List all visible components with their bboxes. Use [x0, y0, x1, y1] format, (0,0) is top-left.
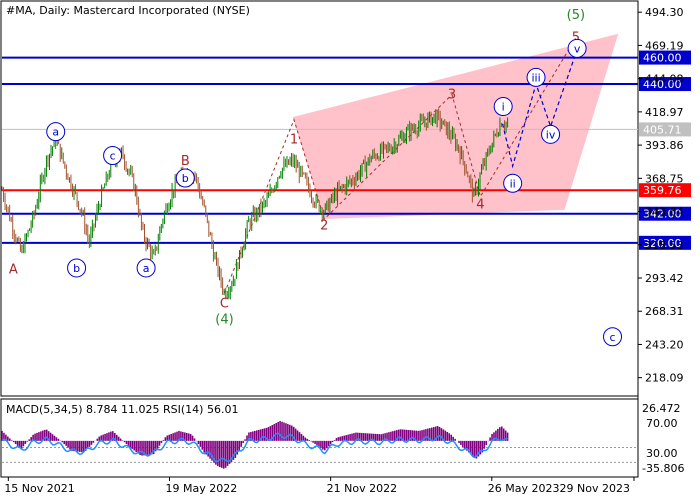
wave-label: ii: [510, 177, 516, 190]
x-tick-label: 29 Nov 2023: [560, 482, 630, 495]
level-label: 460.00: [643, 52, 682, 65]
macd-scale-bottom: -35.806: [642, 462, 684, 475]
level-tag: [639, 77, 691, 92]
level-label: 320.00: [643, 237, 682, 250]
y-tick-label: 418.97: [645, 106, 684, 119]
wave-label-circle: [175, 168, 195, 188]
chart-title: #MA, Daily: Mastercard Incorporated (NYS…: [6, 4, 250, 17]
wave-label-circle: [567, 38, 587, 58]
rsi-scale-30: 30.00: [646, 447, 678, 460]
y-tick-label: 293.42: [645, 272, 684, 285]
wave-label: (4): [215, 313, 233, 328]
y-tick-label: 368.75: [645, 172, 684, 185]
wave-label: iii: [531, 71, 540, 84]
wave-label-circle: [136, 258, 156, 278]
x-tick-label: 15 Nov 2021: [4, 482, 74, 495]
wave-label: c: [110, 149, 116, 162]
wave-label-circle: [46, 122, 66, 142]
wave-label: c: [609, 331, 615, 344]
wave-label-circle: [493, 97, 513, 117]
current-price-tag: [639, 122, 691, 137]
time-axis: 15 Nov 2021 19 May 2022 21 Nov 2022 26 May …: [4, 477, 635, 495]
macd-scale-top: 26.472: [642, 402, 681, 415]
wave-label-circle: [541, 124, 561, 144]
wave-label: C: [220, 297, 229, 312]
y-tick-label: 243.20: [645, 338, 684, 351]
wave-label: iv: [546, 128, 556, 141]
current-price-label: 405.71: [643, 123, 682, 136]
wave-label-circle: [103, 145, 123, 165]
wave-path-line: [223, 37, 577, 294]
wave-label-circle: [67, 258, 87, 278]
x-tick-label: 21 Nov 2022: [327, 482, 397, 495]
wave-label: a: [52, 126, 59, 139]
y-tick-label: 218.09: [645, 372, 684, 385]
y-tick-label: 343.64: [645, 206, 684, 219]
wave-label-circle: [603, 327, 623, 347]
wave-label: a: [143, 262, 150, 275]
price-axis: 494.30 469.19 444.08 418.97 393.86 368.75 343.…: [638, 6, 684, 385]
y-tick-label: 268.31: [645, 305, 684, 318]
wave-label: A: [9, 262, 18, 277]
wave-label: 4: [476, 197, 484, 212]
y-tick-label: 469.19: [645, 39, 684, 52]
channel-area: [292, 33, 619, 220]
level-label: 342.00: [643, 208, 682, 221]
macd-indicator: [1, 420, 636, 469]
wave-label: 1: [290, 133, 298, 148]
level-tag: [639, 235, 691, 250]
macd-label: MACD(5,34,5) 8.784 11.025 RSI(14) 56.01: [6, 403, 238, 416]
rsi-line: [1, 432, 508, 463]
y-tick-label: 444.08: [645, 73, 684, 86]
wave-label-circle: [526, 67, 546, 87]
y-tick-label: 494.30: [645, 6, 684, 19]
wave-label: b: [182, 172, 189, 185]
level-tag: [639, 206, 691, 221]
level-label: 359.76: [643, 184, 682, 197]
wave-channel: [292, 33, 619, 220]
wave-label: B: [181, 154, 190, 169]
level-tag: [639, 50, 691, 65]
wave-path: [223, 37, 577, 294]
x-tick-label: 19 May 2022: [165, 482, 237, 495]
y-tick-label: 318.53: [645, 239, 684, 252]
wave-label: b: [73, 262, 80, 275]
wave-label: 3: [448, 88, 456, 103]
x-tick-label: 26 May 2023: [488, 482, 560, 495]
wave-label: 2: [320, 219, 328, 234]
wave-label-circle: [503, 173, 523, 193]
level-label: 440.00: [643, 78, 682, 91]
wave-label: v: [574, 42, 581, 55]
level-tag: [639, 183, 691, 198]
rsi-scale-70: 70.00: [646, 417, 678, 430]
y-tick-label: 393.86: [645, 139, 684, 152]
wave-label: 5: [572, 31, 580, 46]
wave-label: i: [502, 101, 505, 114]
horizontal-levels: 460.00 440.00 342.00 320.00 359.76 405.71: [2, 50, 691, 250]
wave-label: (5): [567, 8, 585, 23]
